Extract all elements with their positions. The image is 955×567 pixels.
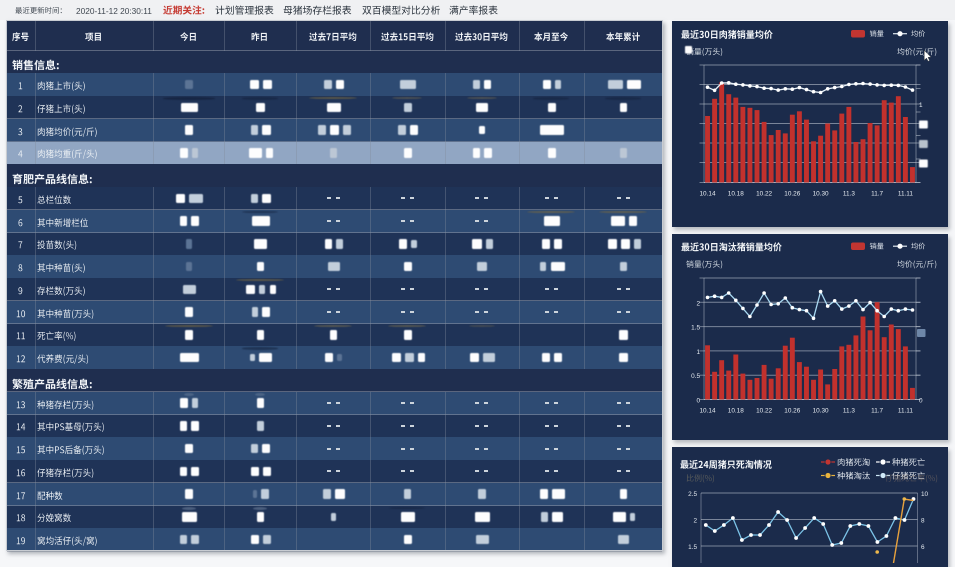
svg-text:0.5: 0.5: [691, 373, 700, 380]
svg-text:11.3: 11.3: [843, 191, 855, 198]
svg-text:10.18: 10.18: [728, 408, 744, 415]
svg-text:10.30: 10.30: [813, 191, 829, 198]
svg-text:10.14: 10.14: [700, 191, 716, 198]
svg-text:10.26: 10.26: [784, 191, 800, 198]
svg-text:1.5: 1.5: [691, 325, 700, 332]
svg-text:1: 1: [919, 102, 923, 109]
svg-text:11.3: 11.3: [843, 408, 855, 415]
svg-text:11.7: 11.7: [871, 408, 883, 415]
svg-text:2.5: 2.5: [688, 491, 697, 498]
svg-text:2: 2: [696, 300, 700, 307]
svg-text:11.11: 11.11: [898, 191, 913, 198]
svg-text:10: 10: [921, 491, 929, 498]
svg-text:6: 6: [921, 544, 925, 551]
svg-text:0: 0: [919, 398, 923, 405]
svg-text:10.30: 10.30: [813, 408, 829, 415]
svg-text:2: 2: [693, 518, 697, 525]
svg-text:10.22: 10.22: [756, 191, 772, 198]
svg-text:10.18: 10.18: [728, 191, 744, 198]
svg-text:1.5: 1.5: [688, 544, 697, 551]
svg-text:10.14: 10.14: [700, 408, 716, 415]
svg-text:8: 8: [921, 518, 925, 525]
svg-text:0: 0: [696, 398, 700, 405]
svg-text:10.26: 10.26: [784, 408, 800, 415]
svg-text:11.11: 11.11: [898, 408, 913, 415]
svg-text:11.7: 11.7: [871, 191, 883, 198]
svg-text:1: 1: [696, 349, 700, 356]
svg-text:10.22: 10.22: [756, 408, 772, 415]
